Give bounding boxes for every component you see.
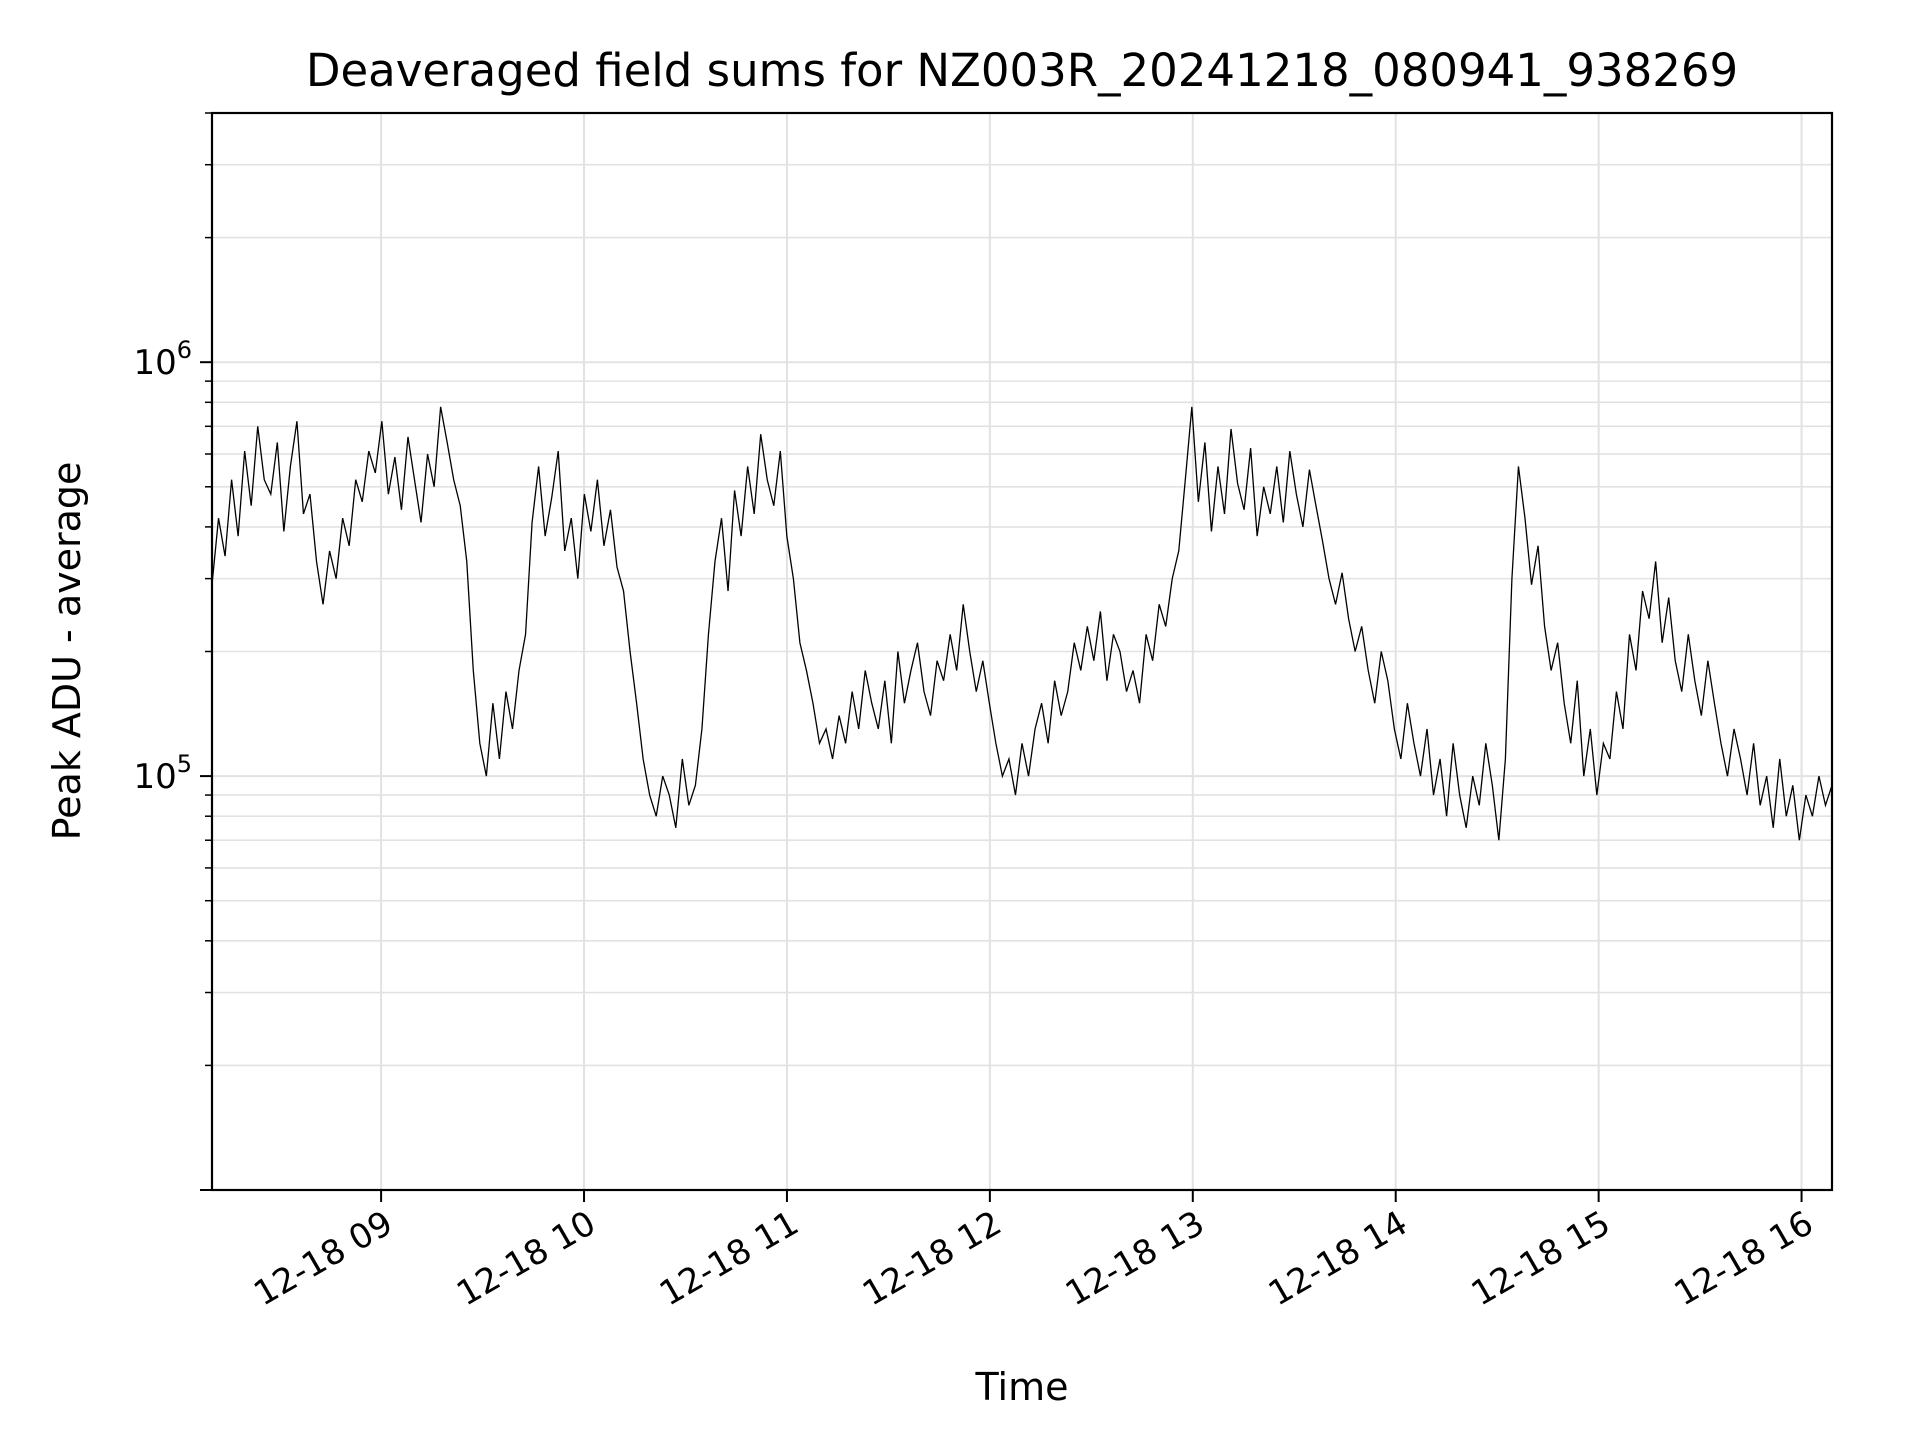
y-axis-ticks: 105 106 bbox=[133, 112, 212, 1191]
x-axis-label: Time bbox=[975, 1365, 1069, 1409]
series-layer bbox=[211, 406, 1833, 841]
series-line bbox=[211, 406, 1833, 841]
chart-title: Deaveraged field sums for NZ003R_2024121… bbox=[306, 44, 1738, 97]
y-axis-label: Peak ADU - average bbox=[45, 462, 89, 841]
y-tick-label: 105 bbox=[133, 750, 192, 797]
y-tick-label: 106 bbox=[133, 336, 192, 383]
